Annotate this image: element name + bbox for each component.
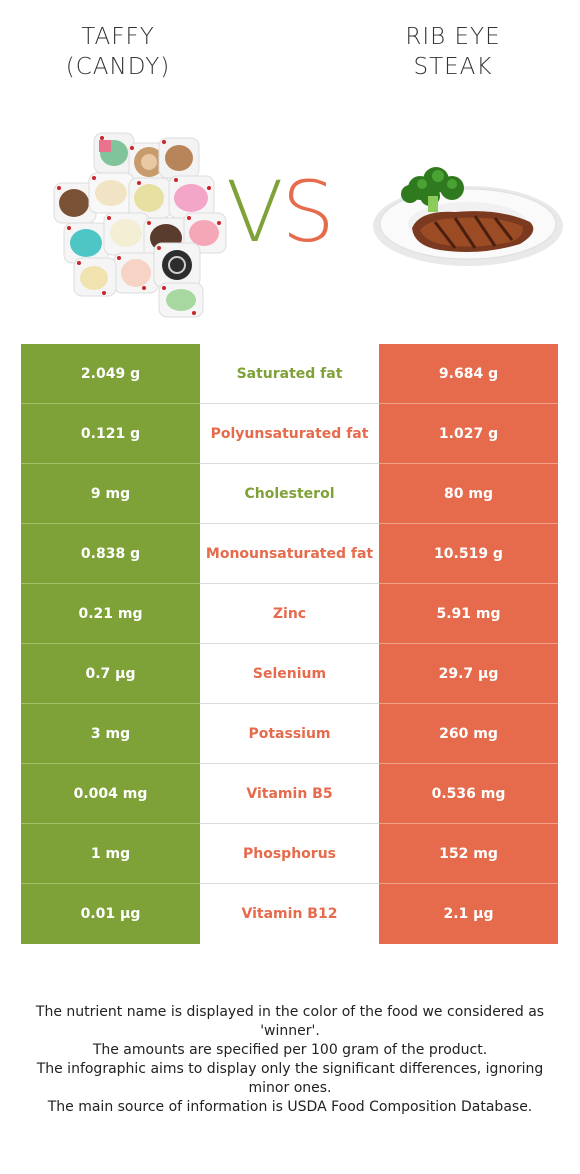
nutrient-name: Vitamin B5	[200, 764, 379, 824]
nutrient-name: Monounsaturated fat	[200, 524, 379, 584]
taffy-value: 0.838 g	[21, 524, 200, 584]
taffy-value: 3 mg	[21, 704, 200, 764]
steak-value: 0.536 mg	[379, 764, 558, 824]
right-food-title: RIB EYE STEAK	[343, 22, 563, 82]
nutrient-name: Saturated fat	[200, 344, 379, 404]
steak-value: 80 mg	[379, 464, 558, 524]
nutrient-name: Potassium	[200, 704, 379, 764]
left-food-title-line1: TAFFY	[81, 24, 155, 50]
steak-value: 1.027 g	[379, 404, 558, 464]
footer-line-amount-note: The amounts are specified per 100 gram o…	[92, 1042, 488, 1058]
comparison-table: 2.049 g Saturated fat 9.684 g 0.121 g Polyun…	[21, 344, 558, 944]
table-row: 0.01 µg Vitamin B12 2.1 µg	[21, 884, 558, 944]
table-row: 0.7 µg Selenium 29.7 µg	[21, 644, 558, 704]
vs-letter-s: S	[281, 163, 334, 261]
taffy-value: 0.21 mg	[21, 584, 200, 644]
left-food-title: TAFFY (CANDY)	[8, 22, 228, 82]
vs-label: VS	[226, 162, 335, 262]
taffy-value: 0.01 µg	[21, 884, 200, 944]
steak-value: 260 mg	[379, 704, 558, 764]
taffy-value: 2.049 g	[21, 344, 200, 404]
rib-eye-steak-image	[373, 167, 563, 266]
table-row: 0.838 g Monounsaturated fat 10.519 g	[21, 524, 558, 584]
steak-value: 9.684 g	[379, 344, 558, 404]
steak-value: 152 mg	[379, 824, 558, 884]
footer-line-differences-note: The infographic aims to display only the…	[36, 1061, 544, 1096]
taffy-value: 9 mg	[21, 464, 200, 524]
nutrient-name: Polyunsaturated fat	[200, 404, 379, 464]
nutrient-name: Cholesterol	[200, 464, 379, 524]
footer-notes: The nutrient name is displayed in the co…	[16, 1003, 564, 1117]
table-row: 1 mg Phosphorus 152 mg	[21, 824, 558, 884]
table-row: 3 mg Potassium 260 mg	[21, 704, 558, 764]
nutrient-name: Selenium	[200, 644, 379, 704]
table-row: 0.121 g Polyunsaturated fat 1.027 g	[21, 404, 558, 464]
footer-line-source-note: The main source of information is USDA F…	[47, 1099, 533, 1115]
right-food-title-line2: STEAK	[413, 54, 493, 80]
taffy-value: 0.121 g	[21, 404, 200, 464]
nutrient-name: Zinc	[200, 584, 379, 644]
vs-letter-v: V	[226, 163, 283, 261]
taffy-value: 0.7 µg	[21, 644, 200, 704]
taffy-value: 0.004 mg	[21, 764, 200, 824]
table-row: 9 mg Cholesterol 80 mg	[21, 464, 558, 524]
steak-value: 2.1 µg	[379, 884, 558, 944]
footer-line-winner-note: The nutrient name is displayed in the co…	[35, 1004, 545, 1039]
comparison-rows: 2.049 g Saturated fat 9.684 g 0.121 g Polyun…	[21, 344, 558, 944]
table-row: 0.21 mg Zinc 5.91 mg	[21, 584, 558, 644]
taffy-candy-image	[53, 132, 227, 318]
nutrient-name: Phosphorus	[200, 824, 379, 884]
steak-value: 10.519 g	[379, 524, 558, 584]
right-food-title-line1: RIB EYE	[405, 24, 501, 50]
steak-value: 5.91 mg	[379, 584, 558, 644]
steak-value: 29.7 µg	[379, 644, 558, 704]
taffy-value: 1 mg	[21, 824, 200, 884]
table-row: 0.004 mg Vitamin B5 0.536 mg	[21, 764, 558, 824]
table-row: 2.049 g Saturated fat 9.684 g	[21, 344, 558, 404]
left-food-title-line2: (CANDY)	[65, 54, 171, 80]
nutrient-name: Vitamin B12	[200, 884, 379, 944]
taffy-wrapper	[53, 132, 227, 318]
